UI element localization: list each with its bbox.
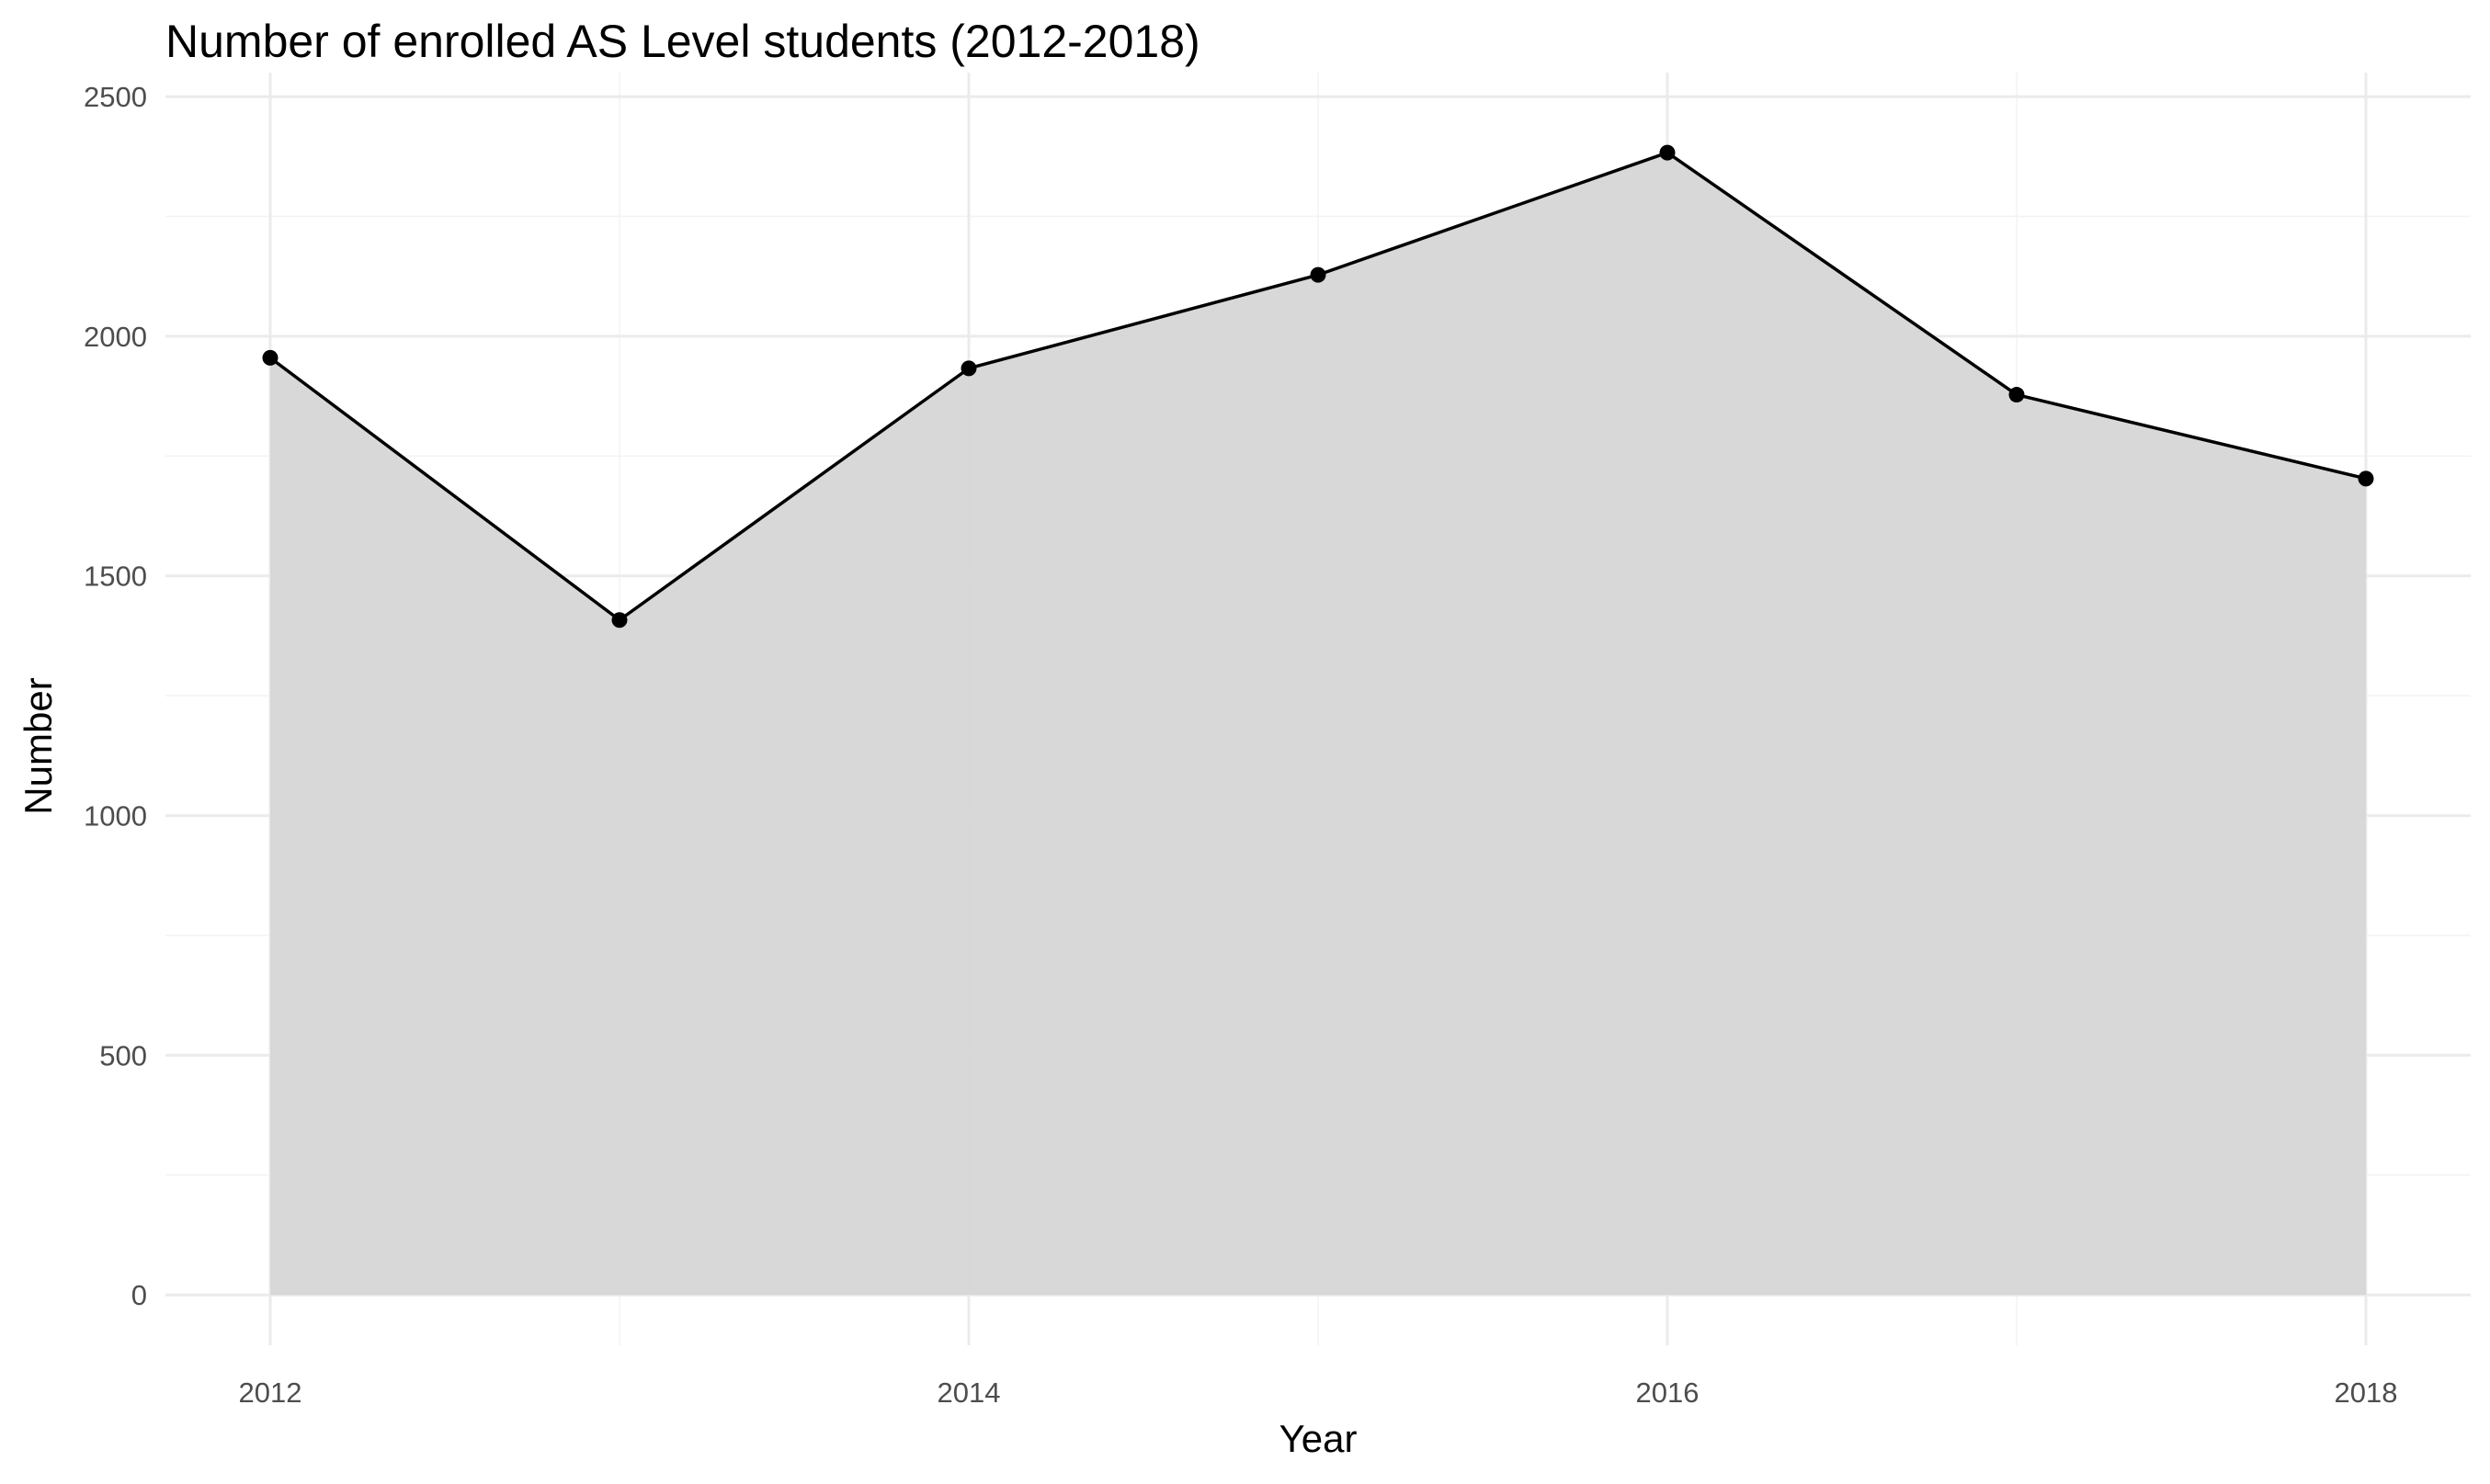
x-axis-tick-labels: 2012 2014 2016 2018: [239, 1376, 2398, 1409]
x-axis-title: Year: [1279, 1417, 1358, 1460]
area-layer: [270, 153, 2366, 1296]
x-tick-label: 2016: [1636, 1376, 1700, 1409]
data-point: [1659, 144, 1676, 161]
data-point: [611, 612, 628, 629]
y-axis-title: Number: [17, 677, 60, 814]
data-point: [1310, 266, 1326, 283]
data-point: [2008, 387, 2025, 403]
x-tick-label: 2012: [239, 1376, 302, 1409]
y-tick-label: 1500: [84, 561, 147, 593]
data-point: [961, 360, 977, 377]
x-tick-label: 2014: [938, 1376, 1001, 1409]
data-point: [2358, 470, 2374, 487]
y-tick-label: 1000: [84, 800, 147, 833]
y-tick-label: 2500: [84, 81, 147, 113]
y-tick-label: 500: [99, 1039, 147, 1071]
y-tick-label: 0: [131, 1279, 147, 1311]
chart-title: Number of enrolled AS Level students (20…: [165, 16, 1200, 67]
area-fill: [270, 153, 2366, 1296]
y-axis-tick-labels: 0 500 1000 1500 2000 2500: [84, 81, 147, 1311]
y-tick-label: 2000: [84, 321, 147, 353]
data-point: [262, 349, 279, 366]
point-layer: [262, 144, 2374, 629]
x-tick-label: 2018: [2335, 1376, 2398, 1409]
